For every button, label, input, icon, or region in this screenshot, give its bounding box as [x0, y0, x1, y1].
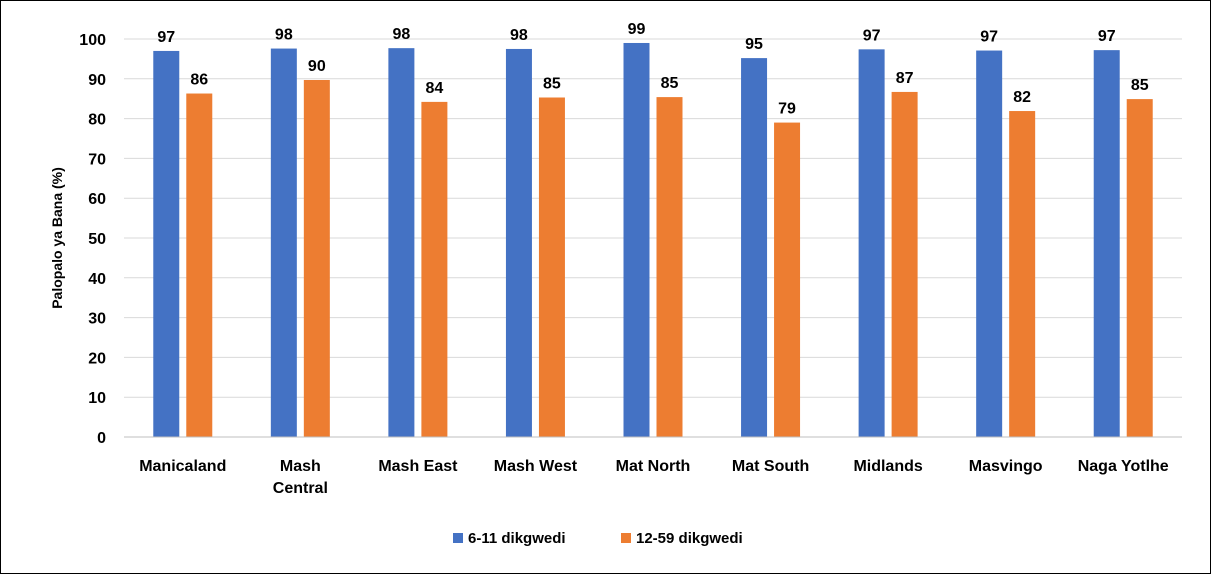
- legend-label-6-11: 6-11 dikgwedi: [468, 530, 566, 547]
- y-tick-label: 90: [88, 72, 106, 89]
- legend-swatch-6-11: [453, 533, 463, 543]
- data-label: 97: [1098, 28, 1116, 45]
- bar: [153, 50, 180, 437]
- y-tick-label: 100: [79, 32, 106, 49]
- legend-label-12-59: 12-59 dikgwedi: [636, 530, 743, 547]
- bar: [186, 93, 213, 437]
- data-label: 97: [157, 29, 175, 46]
- y-tick-label: 0: [97, 430, 106, 447]
- x-tick-label: Masvingo: [969, 458, 1043, 475]
- data-label: 85: [1131, 77, 1149, 94]
- bar: [388, 48, 415, 438]
- bar: [1009, 111, 1036, 438]
- data-label: 98: [275, 27, 293, 44]
- x-tick-label: Mash East: [378, 458, 458, 475]
- x-tick-label: Mat South: [732, 458, 809, 475]
- data-label: 97: [980, 29, 998, 46]
- y-tick-label: 70: [88, 151, 106, 168]
- data-label: 79: [778, 101, 796, 118]
- data-label: 84: [425, 80, 443, 97]
- gridlines: [124, 38, 1182, 398]
- data-label: 98: [510, 27, 528, 44]
- y-tick-label: 40: [88, 271, 106, 288]
- data-label: 87: [896, 70, 914, 87]
- y-tick-label: 60: [88, 191, 106, 208]
- bar: [656, 97, 683, 437]
- data-label: 99: [628, 21, 646, 38]
- bar: [270, 48, 297, 437]
- data-label: 97: [863, 27, 881, 44]
- data-label: 86: [190, 72, 208, 89]
- data-label: 85: [543, 76, 561, 93]
- x-tick-label: Central: [273, 480, 328, 497]
- bar: [858, 49, 885, 438]
- bar: [303, 79, 330, 437]
- bar: [891, 91, 918, 438]
- bar: [623, 42, 650, 437]
- bar: [538, 97, 565, 438]
- bar: [1126, 99, 1153, 438]
- y-tick-label: 10: [88, 390, 106, 407]
- x-tick-label: Mat North: [616, 458, 691, 475]
- bar: [1093, 50, 1120, 437]
- x-tick-label: Mash West: [494, 458, 578, 475]
- y-tick-label: 30: [88, 311, 106, 328]
- x-tick-label: Midlands: [853, 458, 922, 475]
- y-tick-label: 80: [88, 112, 106, 129]
- y-tick-label: 50: [88, 231, 106, 248]
- bar: [976, 50, 1003, 438]
- data-label: 98: [392, 26, 410, 43]
- y-axis-label: Palopalo ya Bana (%): [49, 167, 65, 309]
- y-tick-label: 20: [88, 350, 106, 367]
- y-axis-ticks: 0 10 20 30 40 50 60 70 80 90 100: [79, 32, 106, 447]
- legend: 6-11 dikgwedi 12-59 dikgwedi: [453, 530, 743, 547]
- data-label: 82: [1013, 89, 1031, 106]
- bars: [153, 42, 1153, 438]
- bar: [774, 122, 801, 437]
- x-tick-label: Naga Yotlhe: [1078, 458, 1169, 475]
- bar: [421, 101, 448, 437]
- x-tick-label: Manicaland: [139, 458, 226, 475]
- legend-swatch-12-59: [621, 533, 631, 543]
- x-tick-label: Mash: [280, 458, 321, 475]
- data-labels: 97 86 98 90 98 84 98 85 99 85 95 79 97 87 97 82 97 85: [157, 21, 1148, 118]
- data-label: 85: [661, 75, 679, 92]
- bar: [505, 48, 532, 437]
- data-label: 95: [745, 36, 763, 53]
- x-axis-categories: Manicaland Mash Central Mash East Mash West M…: [139, 458, 1169, 497]
- bar: [741, 58, 768, 437]
- data-label: 90: [308, 58, 326, 75]
